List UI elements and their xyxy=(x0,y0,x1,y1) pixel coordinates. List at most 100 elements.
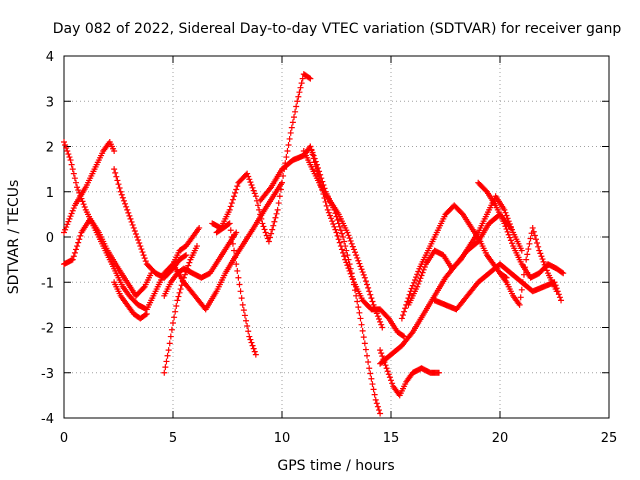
data-point xyxy=(269,226,276,233)
data-point xyxy=(142,311,149,318)
data-point xyxy=(225,221,232,228)
data-point xyxy=(72,246,79,253)
data-point xyxy=(292,108,299,115)
data-point xyxy=(371,391,378,398)
data-point xyxy=(323,202,330,209)
data-point xyxy=(75,187,82,194)
data-point xyxy=(353,252,360,259)
series-sat-i xyxy=(209,71,314,245)
data-point xyxy=(231,193,238,200)
data-point xyxy=(298,80,305,87)
data-point xyxy=(346,267,353,274)
data-point xyxy=(62,226,69,233)
data-point xyxy=(240,307,247,314)
data-point xyxy=(536,247,543,254)
data-point xyxy=(307,75,314,82)
data-point xyxy=(348,273,355,280)
data-point xyxy=(408,330,415,337)
data-point xyxy=(134,234,141,240)
data-point xyxy=(111,166,118,173)
data-point xyxy=(279,179,285,186)
data-point xyxy=(245,328,252,335)
data-point xyxy=(265,238,272,245)
data-point xyxy=(285,141,292,148)
data-point xyxy=(377,347,384,354)
data-point xyxy=(523,256,530,263)
data-point xyxy=(283,154,290,161)
data-point xyxy=(356,309,363,316)
data-point xyxy=(70,170,77,177)
data-point xyxy=(382,362,389,369)
series-sat-e xyxy=(111,279,150,322)
data-point xyxy=(226,220,233,227)
data-point xyxy=(69,256,76,263)
data-point xyxy=(349,276,356,283)
data-point xyxy=(358,321,365,328)
data-point xyxy=(535,243,542,250)
data-point xyxy=(250,345,257,352)
data-point xyxy=(325,209,332,216)
data-point xyxy=(529,224,536,231)
data-point xyxy=(328,215,335,222)
data-point xyxy=(251,190,258,197)
data-point xyxy=(374,313,381,320)
data-point xyxy=(71,175,78,182)
data-point xyxy=(530,228,537,235)
data-point xyxy=(250,187,257,194)
data-point xyxy=(388,377,394,384)
data-point xyxy=(116,184,123,191)
y-tick-label: -4 xyxy=(41,412,54,427)
data-point xyxy=(414,271,421,278)
data-point xyxy=(174,297,181,304)
data-point xyxy=(252,351,259,358)
data-point xyxy=(262,229,269,236)
data-point xyxy=(140,284,147,291)
data-point xyxy=(410,279,417,286)
data-point xyxy=(349,243,356,250)
data-point xyxy=(129,221,136,228)
data-point xyxy=(378,350,385,357)
data-point xyxy=(524,251,531,258)
data-point xyxy=(518,286,525,293)
data-point xyxy=(358,266,365,273)
data-point xyxy=(70,253,77,260)
data-point xyxy=(76,236,83,243)
data-point xyxy=(505,218,512,225)
data-point xyxy=(80,201,87,208)
data-point xyxy=(518,247,525,254)
data-point xyxy=(336,239,343,246)
data-point xyxy=(318,183,325,190)
series-sat-n xyxy=(377,347,442,399)
data-point xyxy=(143,310,150,317)
data-point xyxy=(322,198,329,205)
data-point xyxy=(186,259,193,266)
series-sat-m xyxy=(307,143,408,340)
data-point xyxy=(326,212,333,219)
data-point xyxy=(227,227,234,234)
x-tick-label: 5 xyxy=(169,431,177,446)
data-point xyxy=(364,281,371,288)
data-point xyxy=(354,254,361,261)
data-point xyxy=(526,240,533,247)
data-point xyxy=(136,240,143,247)
data-point xyxy=(162,364,169,371)
data-point xyxy=(414,283,421,290)
data-point xyxy=(507,223,514,230)
data-point xyxy=(362,278,369,285)
data-point xyxy=(113,173,120,180)
series-sat-j xyxy=(213,220,259,358)
data-point xyxy=(379,353,386,360)
data-point xyxy=(176,289,183,296)
data-point xyxy=(288,124,295,131)
data-point xyxy=(299,75,306,82)
data-point xyxy=(421,263,428,270)
data-point xyxy=(406,291,413,298)
data-point xyxy=(389,380,396,387)
data-point xyxy=(319,187,326,194)
data-point xyxy=(139,249,146,256)
data-point xyxy=(229,240,236,247)
data-point xyxy=(320,191,327,198)
data-point xyxy=(313,167,320,174)
data-point xyxy=(346,235,353,242)
